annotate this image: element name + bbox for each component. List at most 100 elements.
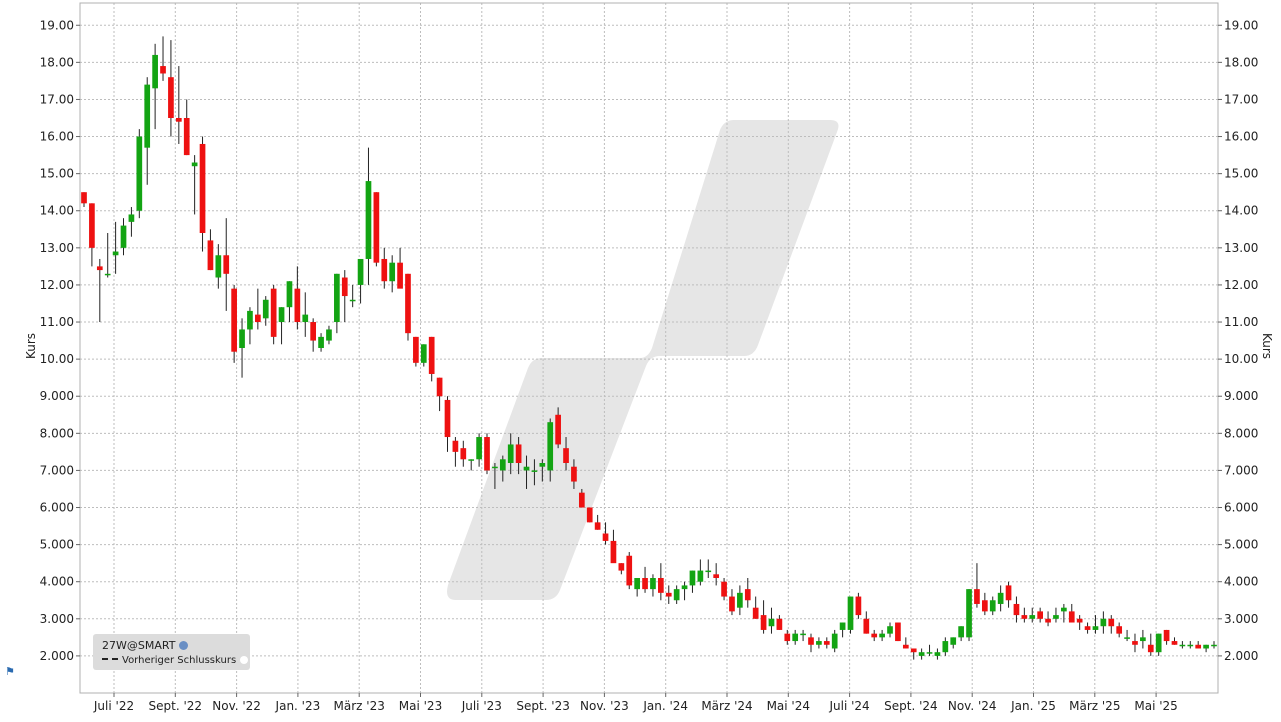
- y-tick-label-right: 4.000: [1224, 575, 1258, 589]
- candle-body-up: [247, 310, 253, 330]
- candle-body-down: [484, 437, 490, 471]
- candle-body-down: [444, 399, 451, 438]
- legend-symbol-label: 27W@SMART: [102, 639, 176, 652]
- candle-body-down: [1108, 618, 1115, 627]
- x-tick-label: Sept. '24: [884, 699, 938, 713]
- x-tick-label: März '23: [334, 699, 385, 713]
- candle-body-up: [239, 329, 245, 348]
- candle-body-down: [823, 641, 830, 645]
- candle-body-down: [1037, 611, 1043, 619]
- candle-body-down: [1147, 644, 1154, 653]
- candle-body-down: [310, 322, 317, 341]
- y-tick-label-left: 9.000: [40, 389, 74, 403]
- candle-body-down: [1132, 641, 1138, 645]
- candle-body-down: [1116, 626, 1123, 634]
- candle-body-up: [120, 225, 127, 248]
- y-tick-label-left: 13.00: [40, 241, 74, 255]
- candle-body-down: [729, 596, 735, 612]
- candle-body-up: [302, 314, 309, 323]
- x-tick-label: Mai '23: [399, 699, 442, 713]
- candle-body-up: [365, 181, 372, 259]
- candle-body-down: [89, 203, 95, 248]
- candle-body-up: [547, 422, 554, 471]
- axes: 2.000 2.000 3.000 3.000 4.000 4.000 5.000 5.000…: [40, 2, 1258, 713]
- candle-body-down: [776, 618, 783, 630]
- legend: 27W@SMART Vorheriger Schlusskurs: [93, 634, 250, 670]
- y-tick-label-left: 15.00: [40, 167, 74, 181]
- y-tick-label-right: 10.00: [1224, 352, 1258, 366]
- y-tick-label-right: 8.000: [1224, 426, 1258, 440]
- candle-body-down: [1163, 629, 1170, 642]
- x-tick-label: März '25: [1069, 699, 1120, 713]
- candle-body-down: [713, 574, 720, 578]
- candle-body-down: [452, 440, 459, 452]
- candle-body-up: [1053, 615, 1059, 619]
- candle-body-up: [816, 641, 822, 645]
- candles: [81, 36, 1217, 660]
- candle-body-down: [81, 192, 87, 204]
- candle-body-down: [183, 118, 190, 156]
- candle-body-up: [681, 585, 688, 590]
- globe-icon[interactable]: [179, 641, 189, 650]
- candle-body-up: [768, 618, 775, 627]
- candle-body-down: [1021, 615, 1028, 619]
- candle-body-down: [460, 448, 467, 460]
- candle-body-down: [231, 288, 237, 352]
- y-tick-label-left: 19.00: [40, 18, 74, 32]
- candle-body-down: [642, 578, 648, 590]
- candle-body-down: [902, 644, 909, 649]
- y-tick-label-left: 5.000: [40, 538, 74, 552]
- candle-body-down: [555, 414, 561, 445]
- toggle-dot-icon[interactable]: [240, 656, 249, 664]
- candle-body-down: [586, 507, 593, 523]
- candle-body-down: [602, 533, 609, 541]
- candle-body-up: [918, 652, 925, 656]
- candle-body-up: [349, 299, 356, 302]
- candle-body-up: [689, 570, 696, 586]
- plot-frame: [79, 2, 1219, 694]
- candle-body-up: [831, 633, 838, 649]
- legend-title: 27W@SMART: [102, 639, 189, 652]
- candle-body-down: [1084, 626, 1091, 630]
- candle-body-up: [318, 336, 324, 348]
- candle-body-up: [673, 589, 680, 601]
- candle-body-down: [397, 262, 403, 289]
- candle-body-down: [752, 607, 759, 619]
- grid-lines: [80, 3, 1218, 693]
- candle-body-up: [1140, 637, 1146, 642]
- candle-body-down: [981, 600, 988, 612]
- candle-body-up: [420, 344, 427, 363]
- candle-body-up: [887, 626, 893, 634]
- candle-body-down: [744, 589, 751, 601]
- legend-item-previous-close[interactable]: Vorheriger Schlusskurs: [102, 655, 249, 666]
- candle-body-down: [373, 192, 380, 263]
- candle-body-down: [168, 77, 174, 118]
- x-tick-label: Nov. '22: [212, 699, 261, 713]
- x-tick-label: Nov. '23: [580, 699, 629, 713]
- y-axis-title-left: Kurs: [24, 333, 38, 359]
- y-tick-label-left: 18.00: [40, 55, 74, 69]
- candle-body-up: [966, 589, 972, 638]
- candle-body-down: [436, 377, 443, 397]
- candle-body-up: [499, 459, 506, 471]
- candle-body-down: [760, 615, 767, 630]
- candle-body-up: [839, 622, 846, 630]
- candle-body-down: [223, 255, 230, 274]
- candle-body-up: [1211, 644, 1217, 647]
- candle-body-up: [112, 251, 119, 256]
- chart-settings-icon[interactable]: ⚑: [5, 665, 15, 678]
- y-tick-label-left: 10.00: [40, 352, 74, 366]
- y-tick-label-right: 16.00: [1224, 130, 1258, 144]
- candle-body-down: [405, 273, 411, 334]
- candle-body-up: [136, 136, 143, 211]
- candle-body-down: [381, 258, 388, 282]
- candle-body-up: [262, 299, 269, 319]
- x-tick-label: März '24: [701, 699, 752, 713]
- candle-body-up: [934, 652, 941, 656]
- candle-body-down: [863, 618, 870, 634]
- candle-body-down: [618, 563, 625, 571]
- y-tick-label-right: 17.00: [1224, 92, 1258, 106]
- candle-body-up: [792, 633, 799, 642]
- candle-body-up: [1179, 644, 1186, 647]
